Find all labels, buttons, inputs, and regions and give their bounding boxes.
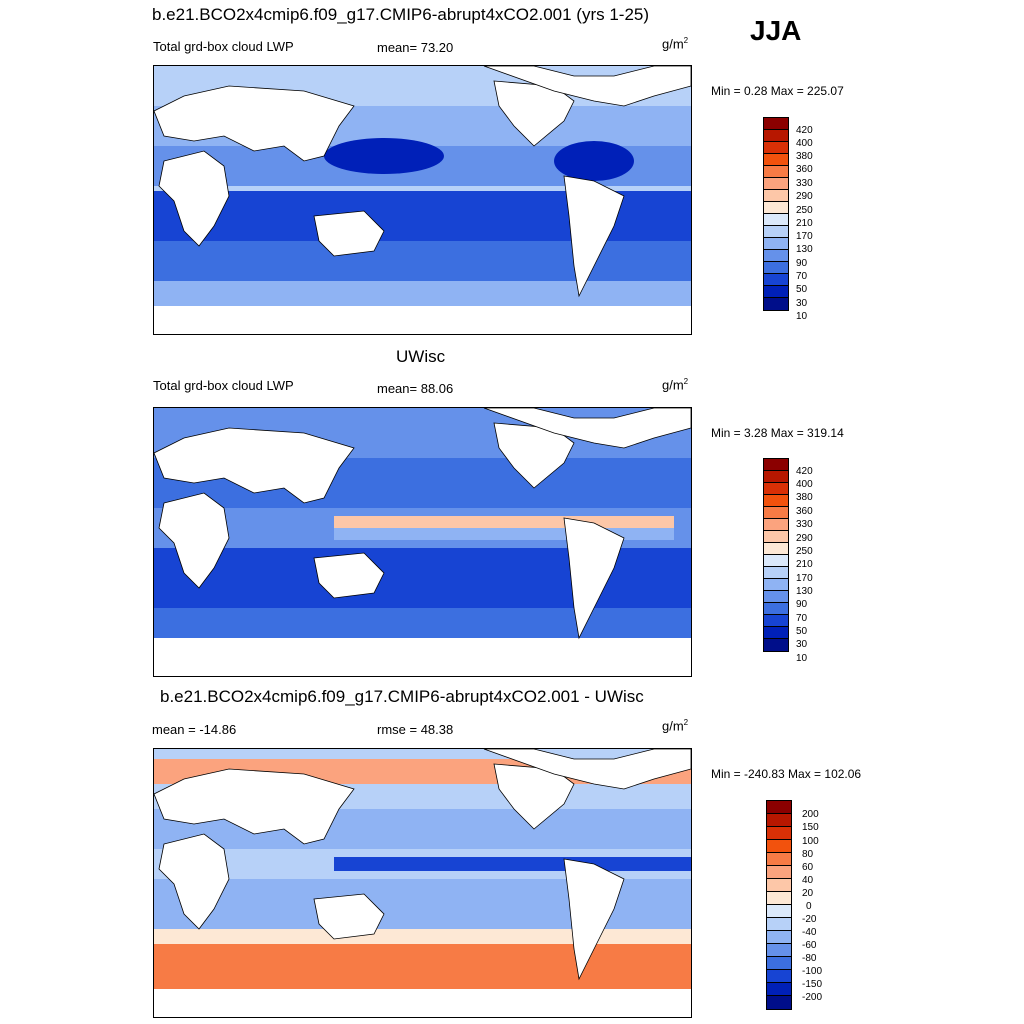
panel-1-units: g/m2 [662,36,689,52]
panel-1-mean-label: mean= 73.20 [377,40,454,55]
panel-3-southern-ocean-positive [154,944,691,989]
panel-2-colorbar-label: 330 [796,519,813,530]
panel-3-colorbar-label: 80 [802,849,814,860]
panel-3-colorbar-label: -40 [802,927,817,938]
panel-3-colorbar-label: 100 [802,836,819,847]
panel-2-colorbar-label: 70 [796,613,808,624]
panel-2-continents [154,408,691,640]
panel-1-title: b.e21.BCO2x4cmip6.f09_g17.CMIP6-abrupt4x… [152,5,650,24]
panel-2-colorbar-label: 250 [796,546,813,557]
panel-2-units: g/m2 [662,377,689,393]
panel-1-map [153,65,692,335]
panel-1-colorbar-label: 290 [796,191,813,202]
panel-3-colorbar-label: -80 [802,953,817,964]
panel-3-colorbar-label: 150 [802,822,819,833]
panel-3-map-svg [154,749,691,1017]
panel-3-units: g/m2 [662,718,689,734]
panel-1-colorbar-label: 10 [796,311,808,322]
panel-2-colorbar-label: 400 [796,479,813,490]
panel-1-colorbar-label: 420 [796,125,813,136]
panel-2-colorbar-label: 90 [796,599,808,610]
panel-1-band-southern-ocean [154,281,691,306]
panel-1-map-svg [154,66,691,334]
panel-3-map [153,748,692,1018]
panel-1-colorbar-label: 130 [796,244,813,255]
panel-2-mean-label: mean= 88.06 [377,381,454,396]
panel-2-colorbar-label: 380 [796,492,813,503]
panel-2-minmax: Min = 3.28 Max = 319.14 [711,426,844,440]
panel-1-colorbar-label: 70 [796,271,808,282]
panel-2-colorbar-label: 30 [796,639,808,650]
panel-3-colorbar [766,800,792,1010]
panel-2-colorbar [763,458,789,652]
panel-2-map-svg [154,408,691,676]
panel-3-antarctica [154,989,691,1017]
panel-1-colorbar-label: 250 [796,205,813,216]
panel-2-colorbar-label: 50 [796,626,808,637]
panel-1-colorbar-label: 170 [796,231,813,242]
panel-2-itcz-max [334,516,674,528]
panel-1-colorbar-label: 30 [796,298,808,309]
panel-3-continents [154,749,691,981]
panel-1-antarctica [154,306,691,334]
panel-1-continents [154,66,691,298]
panel-2-map [153,407,692,677]
panel-1-colorbar-label: 210 [796,218,813,229]
panel-3-title: b.e21.BCO2x4cmip6.f09_g17.CMIP6-abrupt4x… [160,687,644,706]
panel-2-colorbar-label: 360 [796,506,813,517]
panel-1-colorbar-label: 360 [796,164,813,175]
panel-3-colorbar-label: -60 [802,940,817,951]
panel-3-colorbar-label: 0 [806,901,812,912]
panel-3-minmax: Min = -240.83 Max = 102.06 [711,767,862,781]
panel-3-colorbar-label: 60 [802,862,814,873]
season-label: JJA [750,15,802,46]
panel-2-antarctica [154,638,691,676]
panel-2-colorbar-label: 130 [796,586,813,597]
panel-3-colorbar-label: 40 [802,875,814,886]
panel-3-colorbar-label: -20 [802,914,817,925]
panel-3-band-zero [154,929,691,944]
panel-2-left-label: Total grd-box cloud LWP [153,378,294,393]
panel-2-title: UWisc [396,347,446,366]
panel-3-colorbar-label: 20 [802,888,814,899]
panel-3-itcz-negative [334,857,691,871]
panel-1-minmax: Min = 0.28 Max = 225.07 [711,84,844,98]
panel-1-atlantic-maximum [554,141,634,181]
panel-3-colorbar-label: -100 [802,966,823,977]
panel-1-colorbar-label: 90 [796,258,808,269]
panel-2-colorbar-label: 420 [796,466,813,477]
panel-1-colorbar-label: 400 [796,138,813,149]
panel-1-band-south [154,241,691,281]
panel-1-nw-pacific-maximum [324,138,444,174]
panel-3-colorbar-label: 200 [802,809,819,820]
panel-3-colorbar-label: -150 [802,979,823,990]
panel-3-mean-label: mean = -14.86 [152,722,237,737]
panel-2-colorbar-label: 170 [796,573,813,584]
panel-1-colorbar-label: 330 [796,178,813,189]
panel-1-left-label: Total grd-box cloud LWP [153,39,294,54]
panel-1-colorbar [763,117,789,311]
panel-1-colorbar-label: 380 [796,151,813,162]
panel-2-colorbar-label: 210 [796,559,813,570]
panel-2-band-southern-ocean [154,608,691,638]
panel-1-colorbar-label: 50 [796,284,808,295]
panel-2-colorbar-label: 10 [796,653,808,664]
panel-3-rmse-label: rmse = 48.38 [377,722,454,737]
panel-3-colorbar-label: -200 [802,992,823,1003]
panel-2-colorbar-label: 290 [796,533,813,544]
